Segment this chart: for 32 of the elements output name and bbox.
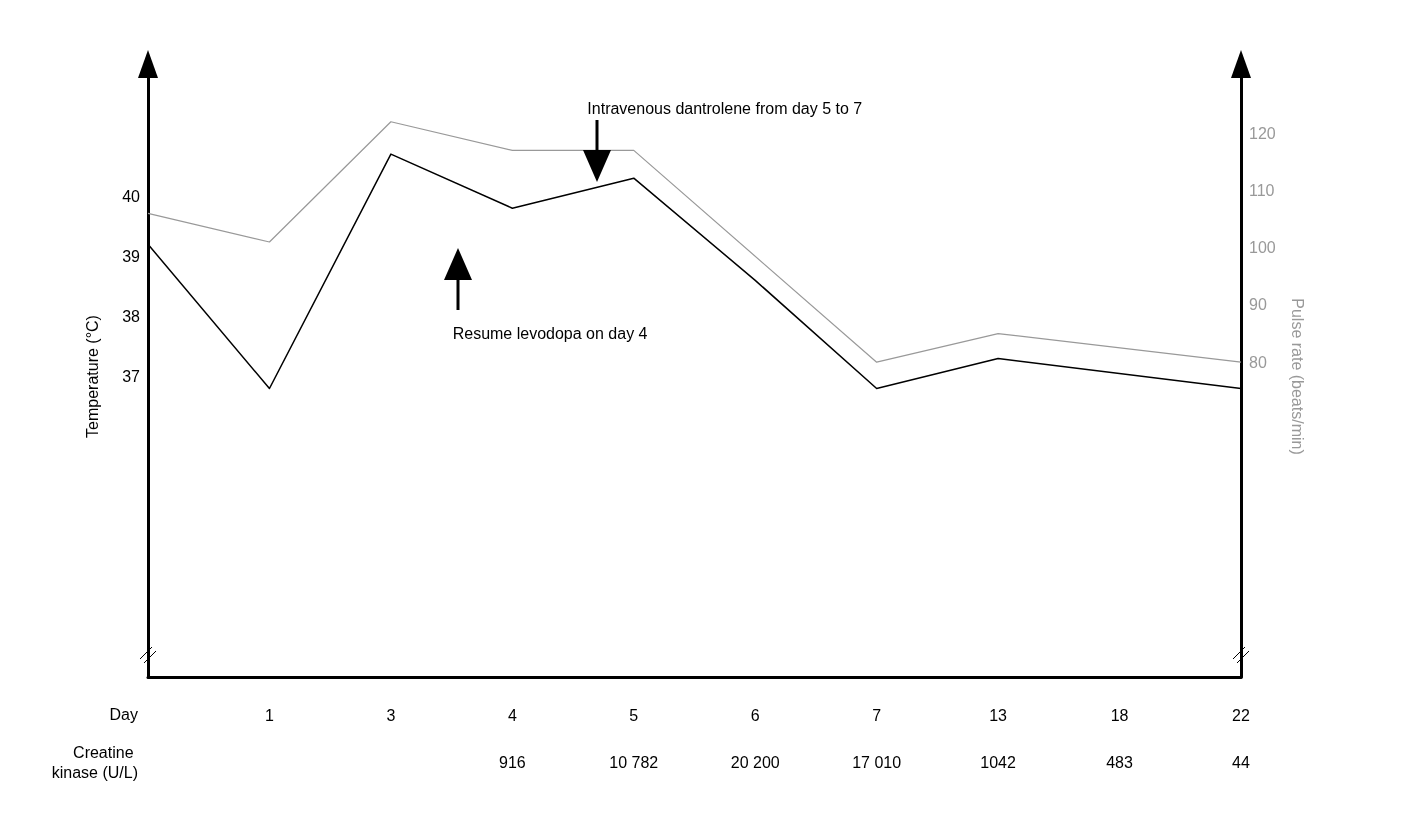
x-tick-label: 3: [386, 706, 396, 724]
annotation: Resume levodopa on day 4: [452, 324, 648, 342]
x-tick-label: 7: [872, 706, 882, 724]
text: Creatine kinase (U/L): [51, 743, 138, 781]
y2-tick-label: 100: [1249, 239, 1276, 257]
x-tick-label: 18: [1110, 706, 1129, 724]
x-tick-label: 13: [989, 706, 1008, 724]
y-tick-label: 38: [122, 307, 141, 325]
y2-tick-label: 120: [1249, 124, 1276, 142]
x-tick-label: 22: [1232, 706, 1250, 724]
y-tick-label: 39: [122, 247, 141, 265]
x-tick-label: 4: [507, 706, 517, 724]
text: 17 010: [852, 753, 902, 771]
text: 20 200: [730, 753, 780, 771]
x-tick-label: 5: [629, 706, 639, 724]
y2-tick-label: 110: [1249, 181, 1275, 199]
annotation: Intravenous dantrolene from day 5 to 7: [587, 99, 863, 117]
text: 483: [1106, 753, 1133, 771]
y2-tick-label: 90: [1249, 296, 1267, 314]
x-tick-label: 1: [264, 706, 274, 724]
x-tick-label: 6: [750, 706, 760, 724]
text: 916: [498, 753, 526, 771]
x-axis-title: Day: [109, 705, 138, 723]
y2-tick-label: 80: [1249, 353, 1267, 371]
y2-axis-title: Pulse rate (beats/min): [1288, 298, 1306, 455]
text: 44: [1232, 753, 1250, 771]
y-axis-title: Temperature (°C): [83, 315, 101, 438]
text: 10 782: [609, 753, 659, 771]
y-tick-label: 37: [122, 368, 141, 385]
text: 1042: [980, 753, 1017, 771]
y-tick-label: 40: [122, 187, 141, 205]
line-series: [147, 121, 1242, 363]
